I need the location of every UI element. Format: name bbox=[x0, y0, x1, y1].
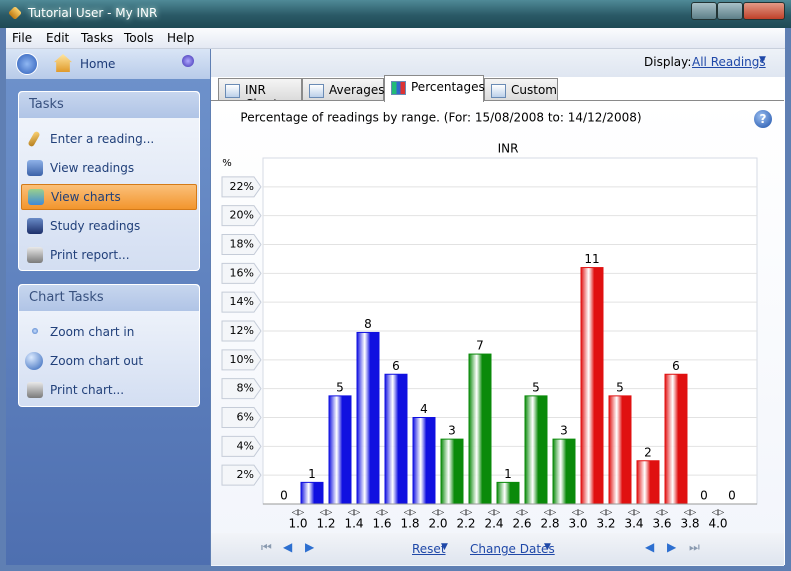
task-text[interactable]: Zoom chart in bbox=[50, 325, 135, 339]
dropdown-arrow[interactable]: ▼ bbox=[544, 542, 551, 552]
pin-icon[interactable] bbox=[182, 55, 194, 67]
panel-header: Tasks bbox=[19, 92, 199, 118]
display-strip: Display: All Readings ▼ bbox=[211, 49, 785, 77]
display-label: Display: bbox=[644, 55, 692, 69]
close-button[interactable] bbox=[743, 2, 785, 20]
task-link[interactable]: Zoom chart in bbox=[21, 320, 195, 344]
menu-item[interactable]: Tools bbox=[124, 31, 154, 45]
reset-link[interactable]: Reset bbox=[412, 542, 446, 556]
help-button[interactable]: ? bbox=[754, 110, 772, 128]
menu-item[interactable]: Edit bbox=[46, 31, 70, 45]
task-link[interactable]: Zoom chart out bbox=[21, 349, 195, 373]
panel-header: Chart Tasks bbox=[19, 285, 199, 311]
dropdown-arrow[interactable]: ▼ bbox=[759, 55, 766, 65]
tab[interactable]: Custom bbox=[484, 78, 558, 101]
tasks-panel: Tasks Enter a reading... View readings V… bbox=[18, 91, 200, 271]
task-link[interactable]: Study readings bbox=[21, 214, 195, 238]
dropdown-arrow[interactable]: ▼ bbox=[441, 542, 448, 552]
task-link[interactable]: Print report... bbox=[21, 243, 195, 267]
maximize-button[interactable] bbox=[717, 2, 743, 20]
next-button[interactable]: ▶ bbox=[667, 540, 677, 554]
main-pane: Display: All Readings ▼ INR Chart Averag… bbox=[211, 49, 785, 566]
home-bar: Home bbox=[6, 49, 210, 79]
menu-bar: File Edit Tasks Tools Help bbox=[6, 28, 785, 49]
display-dropdown[interactable]: All Readings bbox=[692, 55, 766, 69]
task-text[interactable]: Zoom chart out bbox=[50, 354, 144, 368]
tab-label[interactable]: Averages bbox=[329, 83, 385, 97]
task-text[interactable]: Study readings bbox=[50, 219, 141, 233]
next-button[interactable]: ▶ bbox=[305, 540, 315, 554]
task-text[interactable]: Print chart... bbox=[50, 383, 125, 397]
tab[interactable]: INR Chart bbox=[218, 78, 302, 111]
panel-title: Chart Tasks bbox=[29, 290, 104, 305]
first-button[interactable]: ⏮ bbox=[261, 540, 272, 554]
task-link[interactable]: View readings bbox=[21, 156, 195, 180]
chart-tab-content bbox=[211, 100, 784, 566]
tab-active[interactable]: Percentages bbox=[384, 75, 485, 102]
change-dates-link[interactable]: Change Dates bbox=[470, 542, 555, 556]
task-link[interactable]: View charts bbox=[21, 184, 197, 210]
menu-item[interactable]: File bbox=[12, 31, 33, 45]
minimize-button[interactable] bbox=[691, 2, 717, 20]
last-button[interactable]: ⏭ bbox=[689, 540, 700, 554]
tab[interactable]: Averages bbox=[302, 78, 385, 101]
chart-tasks-panel: Chart Tasks Zoom chart in Zoom chart out… bbox=[18, 284, 200, 407]
task-link[interactable]: Enter a reading... bbox=[21, 127, 195, 151]
chart-nav-bar: ⏮ ◀ ▶ Reset ▼ Change Dates ▼ ◀ ▶ ⏭ bbox=[211, 533, 784, 565]
menu-item[interactable]: Help bbox=[167, 31, 195, 45]
home-icon bbox=[54, 54, 72, 72]
task-text[interactable]: View readings bbox=[50, 161, 135, 175]
window-title: Tutorial User - My INR bbox=[28, 6, 158, 20]
sidebar: Home Tasks Enter a reading... View readi… bbox=[6, 49, 210, 565]
title-bar: Tutorial User - My INR bbox=[0, 0, 791, 28]
menu-item[interactable]: Tasks bbox=[81, 31, 114, 45]
task-text[interactable]: View charts bbox=[51, 190, 121, 204]
home-link[interactable]: Home bbox=[80, 57, 116, 71]
task-text[interactable]: Enter a reading... bbox=[50, 132, 155, 146]
task-text[interactable]: Print report... bbox=[50, 248, 130, 262]
tab-label[interactable]: Percentages bbox=[411, 80, 485, 94]
task-link[interactable]: Print chart... bbox=[21, 378, 195, 402]
panel-title: Tasks bbox=[29, 97, 64, 112]
app-icon bbox=[8, 6, 22, 20]
back-button[interactable] bbox=[16, 53, 38, 75]
tab-label[interactable]: Custom bbox=[511, 83, 557, 97]
prev-button[interactable]: ◀ bbox=[283, 540, 293, 554]
prev-button[interactable]: ◀ bbox=[645, 540, 655, 554]
